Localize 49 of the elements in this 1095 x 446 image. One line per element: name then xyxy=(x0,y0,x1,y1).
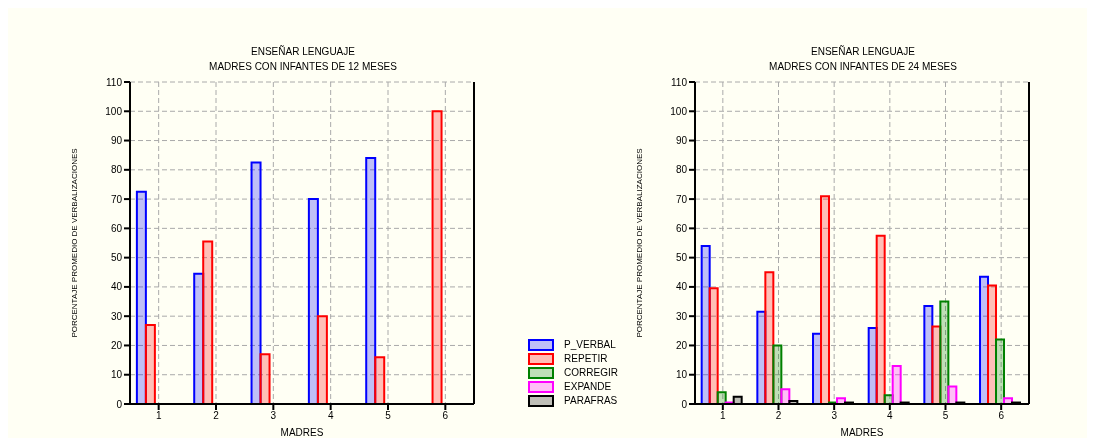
y-tick-label: 50 xyxy=(675,252,688,264)
y-tick-label: 80 xyxy=(110,164,123,176)
x-axis-title: MADRES xyxy=(280,427,324,438)
y-tick-label: 40 xyxy=(675,281,688,293)
legend-label: REPETIR xyxy=(564,352,608,366)
x-axis-title: MADRES xyxy=(840,427,884,438)
y-axis-title: PORCENTAJE PROMEDIO DE VERBALIZACIONES xyxy=(634,148,644,338)
x-tick-label: 6 xyxy=(442,410,449,422)
y-tick-label: 90 xyxy=(110,135,123,147)
chart-subtitle: MADRES CON INFANTES DE 12 MESES xyxy=(208,60,398,74)
x-tick-label: 4 xyxy=(887,410,894,422)
legend-label: EXPANDE xyxy=(564,380,612,394)
x-tick-label: 1 xyxy=(155,410,162,422)
y-tick-label: 70 xyxy=(110,193,123,205)
y-tick-label: 10 xyxy=(675,369,688,381)
y-axis-title: PORCENTAJE PROMEDIO DE VERBALIZACIONES xyxy=(69,148,79,338)
x-tick-label: 4 xyxy=(327,410,334,422)
y-tick-label: 0 xyxy=(116,398,123,410)
chart-title: ENSEÑAR LENGUAJE xyxy=(250,44,356,59)
y-tick-label: 20 xyxy=(675,340,688,351)
x-tick-label: 3 xyxy=(831,410,838,422)
y-tick-label: 20 xyxy=(110,340,123,351)
x-tick-label: 5 xyxy=(385,410,392,422)
y-tick-label: 60 xyxy=(675,222,688,234)
x-tick-label: 6 xyxy=(998,410,1005,422)
y-tick-label: 100 xyxy=(105,105,123,117)
x-tick-label: 5 xyxy=(942,410,949,422)
chart-title: ENSEÑAR LENGUAJE xyxy=(810,44,916,59)
y-tick-label: 90 xyxy=(675,135,688,147)
y-tick-label: 50 xyxy=(110,252,123,264)
x-tick-label: 2 xyxy=(775,410,782,422)
y-tick-label: 70 xyxy=(675,193,688,205)
y-tick-label: 110 xyxy=(671,76,688,88)
y-tick-label: 80 xyxy=(675,164,688,176)
y-tick-label: 100 xyxy=(670,105,688,117)
y-tick-label: 10 xyxy=(110,369,123,381)
y-tick-label: 0 xyxy=(681,398,688,410)
y-tick-label: 30 xyxy=(675,310,688,322)
legend-label: CORREGIR xyxy=(564,366,618,380)
y-tick-label: 30 xyxy=(110,310,123,322)
y-tick-label: 40 xyxy=(110,281,123,293)
x-tick-label: 1 xyxy=(720,410,727,422)
y-tick-label: 60 xyxy=(110,222,123,234)
x-tick-label: 3 xyxy=(270,410,277,422)
legend-label: PARAFRAS xyxy=(564,394,618,408)
legend-label: P_VERBAL xyxy=(564,338,616,352)
chart-subtitle: MADRES CON INFANTES DE 24 MESES xyxy=(768,60,958,74)
y-tick-label: 110 xyxy=(106,76,123,88)
x-tick-label: 2 xyxy=(213,410,220,422)
